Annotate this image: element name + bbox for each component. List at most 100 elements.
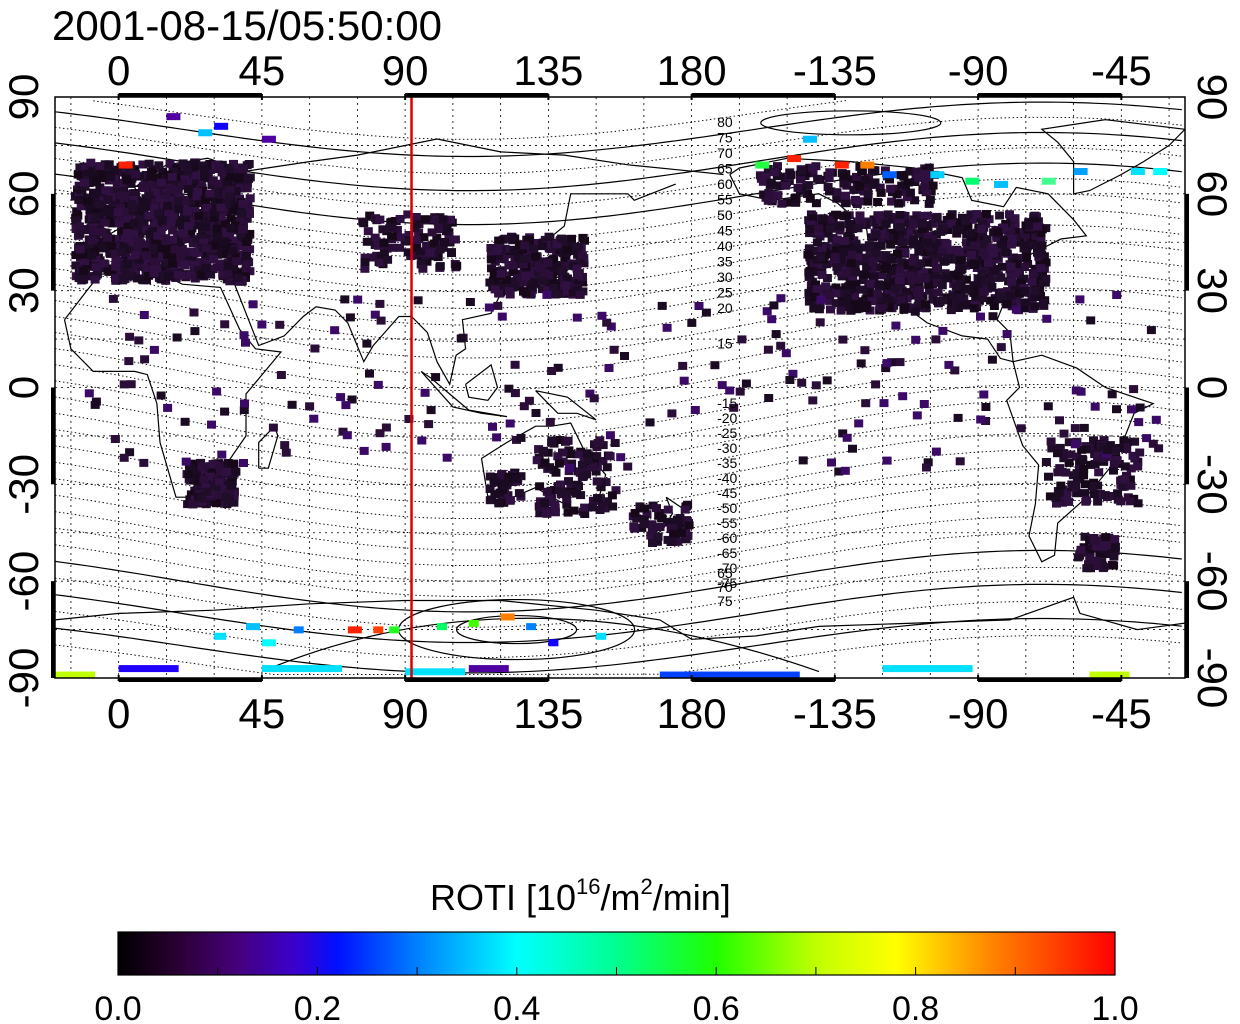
roti-cell xyxy=(150,203,160,212)
colorbar-title-main: ROTI [10 xyxy=(430,877,576,918)
roti-cell xyxy=(812,285,822,294)
roti-cell xyxy=(403,248,413,257)
frame-bar-left xyxy=(51,193,55,291)
roti-cell xyxy=(977,294,987,303)
roti-cell xyxy=(667,409,677,418)
roti-cell xyxy=(867,264,877,273)
roti-cell xyxy=(400,237,410,246)
roti-cell xyxy=(871,241,881,250)
roti-cell xyxy=(847,250,856,259)
roti-cell xyxy=(817,290,827,299)
roti-cell xyxy=(1005,210,1014,219)
roti-cell xyxy=(925,195,935,204)
roti-cell xyxy=(499,498,509,507)
roti-cell xyxy=(963,223,973,232)
roti-cell xyxy=(228,246,238,255)
roti-cell xyxy=(837,289,847,298)
roti-cell-auroral xyxy=(214,122,229,130)
roti-cell xyxy=(839,179,849,188)
roti-cell xyxy=(108,294,118,303)
roti-cell xyxy=(832,210,842,219)
roti-cell xyxy=(544,271,554,280)
roti-cell xyxy=(222,268,232,277)
roti-cell xyxy=(194,221,204,230)
roti-cell xyxy=(947,298,957,307)
roti-cell xyxy=(896,223,906,231)
roti-cell xyxy=(821,282,831,291)
colorbar-tick-label: 0.0 xyxy=(94,990,141,1024)
roti-cell xyxy=(846,306,856,315)
roti-cell xyxy=(514,240,524,249)
roti-cell xyxy=(220,320,230,329)
roti-cell xyxy=(1097,442,1107,451)
roti-cell xyxy=(347,395,357,404)
roti-cell xyxy=(868,257,878,266)
roti-cell xyxy=(229,459,239,468)
roti-cell xyxy=(806,220,816,229)
colorbar-title-sup1: 16 xyxy=(576,874,600,899)
roti-cell xyxy=(899,248,909,256)
roti-cell xyxy=(516,433,526,442)
roti-cell-southern xyxy=(548,639,559,647)
roti-cell xyxy=(110,435,120,443)
roti-cell xyxy=(211,499,221,508)
roti-cell xyxy=(1073,553,1083,562)
roti-cell xyxy=(167,253,177,262)
roti-cell xyxy=(1130,437,1140,446)
roti-cell xyxy=(509,245,519,254)
roti-cell xyxy=(1072,469,1082,478)
roti-cell xyxy=(701,308,711,317)
roti-cell xyxy=(785,376,795,384)
roti-cell-southern xyxy=(118,665,179,673)
roti-cell xyxy=(144,211,154,220)
roti-cell xyxy=(499,482,509,490)
roti-cell xyxy=(845,225,855,234)
roti-cell xyxy=(199,462,209,471)
roti-cell xyxy=(242,184,252,193)
roti-cell xyxy=(830,258,840,267)
roti-cell xyxy=(923,234,933,243)
roti-cell xyxy=(80,178,89,187)
roti-cell xyxy=(597,498,607,507)
roti-cell xyxy=(446,235,455,244)
x-tick-label-bottom: 135 xyxy=(513,690,583,737)
roti-cell xyxy=(1067,480,1077,489)
roti-cell xyxy=(535,509,545,517)
roti-cell-southern xyxy=(214,632,227,640)
roti-cell xyxy=(814,305,824,314)
roti-cell xyxy=(869,273,879,282)
roti-cell xyxy=(450,235,460,244)
roti-cell xyxy=(242,179,252,188)
y-tick-label-right: 60 xyxy=(1189,170,1236,217)
contour-label-south-cap: 65 xyxy=(717,565,733,581)
roti-cell xyxy=(511,475,521,483)
roti-cell xyxy=(1022,253,1032,262)
roti-cell xyxy=(831,299,841,308)
x-tick-label-top: 90 xyxy=(382,47,429,94)
roti-cell xyxy=(841,199,851,208)
roti-cell xyxy=(1059,429,1069,438)
roti-cell xyxy=(897,227,907,236)
roti-cell xyxy=(881,253,891,262)
roti-cell xyxy=(865,285,875,293)
roti-cell xyxy=(519,402,529,411)
roti-cell xyxy=(510,389,520,398)
roti-cell xyxy=(928,219,938,228)
contour-label-north: 45 xyxy=(717,223,733,239)
roti-cell xyxy=(447,248,456,257)
roti-cell xyxy=(543,448,553,457)
roti-cell xyxy=(215,163,225,172)
roti-cell-southern xyxy=(293,626,304,634)
roti-cell xyxy=(90,213,100,222)
roti-cell xyxy=(562,489,572,498)
roti-cell xyxy=(245,194,255,203)
roti-cell xyxy=(971,281,981,290)
x-tick-label-top: 45 xyxy=(239,47,286,94)
roti-cell xyxy=(676,529,686,538)
roti-cell xyxy=(806,224,816,233)
roti-cell xyxy=(583,456,593,465)
roti-cell xyxy=(225,172,234,181)
roti-cell xyxy=(606,322,616,331)
roti-cell xyxy=(1053,448,1063,457)
roti-cell xyxy=(189,179,199,188)
